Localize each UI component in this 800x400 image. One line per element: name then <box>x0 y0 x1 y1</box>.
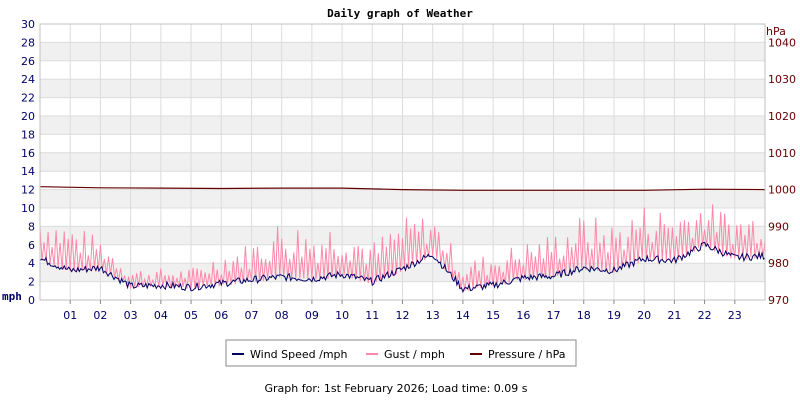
left-axis-tick-label: 16 <box>21 147 35 160</box>
right-axis-tick-label: 1020 <box>768 110 796 123</box>
x-axis-tick-label: 22 <box>698 309 712 322</box>
left-axis-tick-label: 18 <box>21 128 35 141</box>
x-axis-tick-label: 23 <box>728 309 742 322</box>
x-axis-tick-label: 18 <box>577 309 591 322</box>
x-axis-tick-label: 16 <box>516 309 530 322</box>
legend-box <box>225 339 577 367</box>
x-axis-tick-label: 02 <box>93 309 107 322</box>
series-pressure-line <box>39 186 766 191</box>
x-axis-tick-label: 10 <box>335 309 349 322</box>
left-axis-tick-label: 6 <box>28 239 35 252</box>
x-axis-tick-label: 19 <box>607 309 621 322</box>
x-axis-tick-label: 01 <box>63 309 77 322</box>
legend-label: Gust / mph <box>384 348 445 361</box>
x-axis-tick-label: 21 <box>667 309 681 322</box>
left-axis-tick-label: 26 <box>21 55 35 68</box>
x-axis-tick-label: 04 <box>154 309 168 322</box>
left-axis-tick-label: 14 <box>21 165 35 178</box>
right-axis-unit: hPa <box>766 25 786 38</box>
legend-label: Wind Speed /mph <box>250 348 348 361</box>
x-axis-tick-label: 14 <box>456 309 470 322</box>
left-axis-tick-label: 0 <box>28 294 35 307</box>
x-axis-tick-label: 17 <box>547 309 561 322</box>
left-axis-tick-label: 2 <box>28 276 35 289</box>
footer-text: Graph for: 1st February 2026; Load time:… <box>264 382 527 395</box>
right-axis-tick-label: 1010 <box>768 147 796 160</box>
right-axis-tick-label: 1030 <box>768 73 796 86</box>
left-axis-tick-label: 30 <box>21 18 35 31</box>
left-axis-tick-label: 20 <box>21 110 35 123</box>
right-axis-tick-label: 980 <box>768 257 789 270</box>
x-axis-tick-label: 06 <box>214 309 228 322</box>
right-axis-tick-label: 990 <box>768 220 789 233</box>
series-wind-speed-line <box>39 241 766 294</box>
x-axis-tick-label: 03 <box>124 309 138 322</box>
left-axis-tick-label: 28 <box>21 36 35 49</box>
left-axis-tick-label: 24 <box>21 73 35 86</box>
chart-title: Daily graph of Weather <box>327 7 473 20</box>
x-axis-tick-label: 11 <box>365 309 379 322</box>
legend-label: Pressure / hPa <box>488 348 566 361</box>
right-axis-tick-label: 1000 <box>768 184 796 197</box>
left-axis-tick-label: 12 <box>21 184 35 197</box>
right-axis-tick-label: 970 <box>768 294 789 307</box>
left-axis-tick-label: 4 <box>28 257 35 270</box>
right-axis-tick-label: 1040 <box>768 36 796 49</box>
x-axis-tick-label: 15 <box>486 309 500 322</box>
left-axis-unit: mph <box>2 290 22 303</box>
x-axis-tick-label: 07 <box>244 309 258 322</box>
x-axis-tick-label: 05 <box>184 309 198 322</box>
x-axis-tick-label: 09 <box>305 309 319 322</box>
x-axis-tick-label: 12 <box>396 309 410 322</box>
left-axis-tick-label: 22 <box>21 92 35 105</box>
series-gust-line <box>39 204 766 291</box>
x-axis-tick-label: 08 <box>275 309 289 322</box>
x-axis-tick-label: 20 <box>637 309 651 322</box>
left-axis-tick-label: 10 <box>21 202 35 215</box>
left-axis-tick-label: 8 <box>28 220 35 233</box>
x-axis-tick-label: 13 <box>426 309 440 322</box>
